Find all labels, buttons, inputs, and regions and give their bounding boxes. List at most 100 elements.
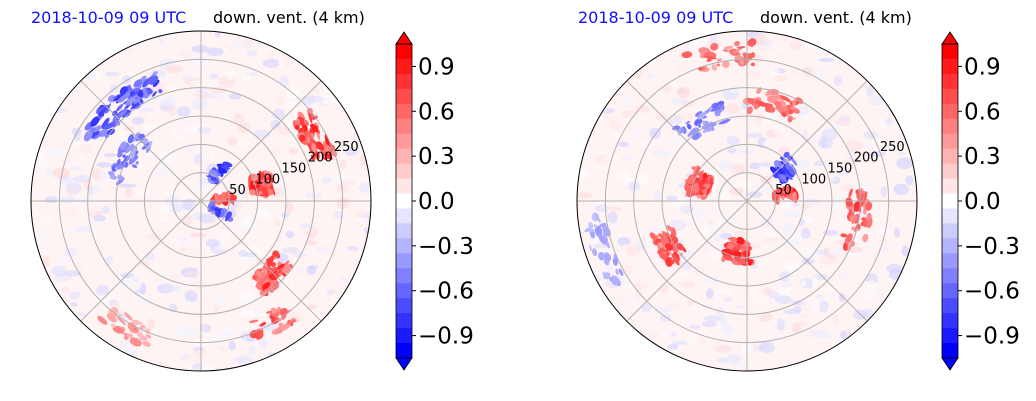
field-speckle	[769, 68, 780, 76]
field-feature	[694, 118, 703, 126]
field-speckle	[139, 45, 148, 51]
field-speckle	[893, 227, 901, 238]
field-speckle	[716, 357, 729, 364]
chart-panel-left: 2018-10-09 09 UTC down. vent. (4 km) 50 1…	[30, 8, 474, 372]
field-feature	[845, 197, 853, 207]
field-speckle	[666, 301, 680, 309]
field-speckle	[83, 179, 93, 189]
field-feature	[783, 151, 790, 158]
field-speckle	[212, 333, 225, 342]
field-speckle	[262, 58, 281, 68]
colorbar-extend-top	[395, 31, 413, 45]
field-feature	[130, 147, 136, 160]
field-speckle	[182, 125, 199, 133]
field-feature	[312, 125, 319, 133]
field-speckle	[98, 170, 108, 182]
field-feature	[612, 257, 618, 266]
field-speckle	[800, 204, 812, 210]
field-speckle	[175, 325, 186, 338]
field-feature	[270, 262, 277, 268]
field-speckle	[768, 51, 778, 63]
field-feature	[218, 166, 228, 174]
field-speckle	[179, 247, 188, 252]
colorbar-level	[396, 238, 412, 254]
field-speckle	[209, 73, 219, 80]
field-feature	[785, 174, 793, 180]
field-speckle	[189, 232, 207, 238]
field-speckle	[811, 275, 818, 288]
field-speckle	[239, 290, 254, 302]
field-feature	[294, 125, 300, 130]
field-speckle	[875, 129, 887, 137]
radial-tick-label: 200	[308, 151, 333, 166]
field-feature	[849, 214, 858, 223]
field-speckle	[809, 300, 821, 311]
field-speckle	[628, 181, 640, 192]
field-speckle	[152, 192, 160, 198]
colorbar-tick-label: −0.9	[964, 324, 1020, 350]
field-feature	[249, 189, 256, 196]
field-speckle	[119, 130, 127, 142]
field-feature	[142, 138, 149, 145]
field-feature	[274, 317, 280, 322]
field-feature	[266, 256, 274, 267]
field-speckle	[720, 232, 733, 240]
colorbar-level	[396, 88, 412, 105]
field-speckle	[279, 75, 289, 88]
field-speckle	[93, 215, 107, 222]
field-speckle	[63, 270, 82, 277]
field-feature	[282, 264, 291, 274]
field-speckle	[809, 329, 828, 339]
field-feature	[781, 112, 787, 117]
field-feature	[255, 270, 262, 277]
field-speckle	[307, 265, 319, 270]
field-feature	[89, 127, 96, 132]
colorbar-level	[942, 88, 958, 105]
field-speckle	[880, 185, 888, 198]
field-feature	[615, 268, 619, 275]
field-feature	[309, 127, 315, 136]
field-feature	[686, 188, 695, 198]
field-feature	[780, 95, 792, 103]
field-speckle	[103, 153, 117, 158]
field-speckle	[623, 95, 633, 107]
field-feature	[706, 125, 713, 132]
field-speckle	[749, 162, 761, 170]
field-feature	[862, 233, 869, 243]
field-feature	[742, 250, 751, 258]
field-speckle	[340, 277, 348, 282]
field-speckle	[51, 265, 67, 277]
field-speckle	[863, 130, 878, 140]
field-speckle	[173, 120, 183, 130]
chart-title-date: 2018-10-09 09 UTC	[31, 8, 187, 27]
field-feature	[112, 114, 120, 122]
field-speckle	[354, 217, 368, 223]
field-speckle	[776, 318, 785, 331]
field-speckle	[893, 183, 910, 196]
field-feature	[792, 98, 796, 107]
field-feature	[214, 207, 219, 212]
field-speckle	[163, 84, 181, 91]
field-speckle	[184, 296, 198, 303]
field-speckle	[720, 288, 733, 294]
colorbar-tick-label: 0.3	[418, 144, 455, 170]
colorbar-tick-label: 0.3	[964, 144, 1001, 170]
field-speckle	[131, 117, 145, 125]
field-speckle	[132, 277, 140, 283]
field-feature	[107, 171, 115, 177]
colorbar-tick-label: 0.0	[418, 189, 455, 215]
field-speckle	[285, 231, 295, 239]
field-speckle	[763, 287, 773, 296]
field-speckle	[270, 210, 281, 218]
field-speckle	[191, 35, 200, 43]
field-speckle	[176, 106, 191, 117]
field-speckle	[732, 362, 748, 370]
colorbar-level	[942, 163, 958, 180]
colorbar-tick-label: 0.9	[964, 54, 1001, 80]
field-speckle	[659, 330, 672, 338]
field-feature	[716, 63, 721, 67]
field-feature	[618, 268, 624, 277]
field-feature	[734, 40, 740, 47]
colorbar-level	[942, 193, 958, 209]
field-feature	[767, 95, 778, 103]
